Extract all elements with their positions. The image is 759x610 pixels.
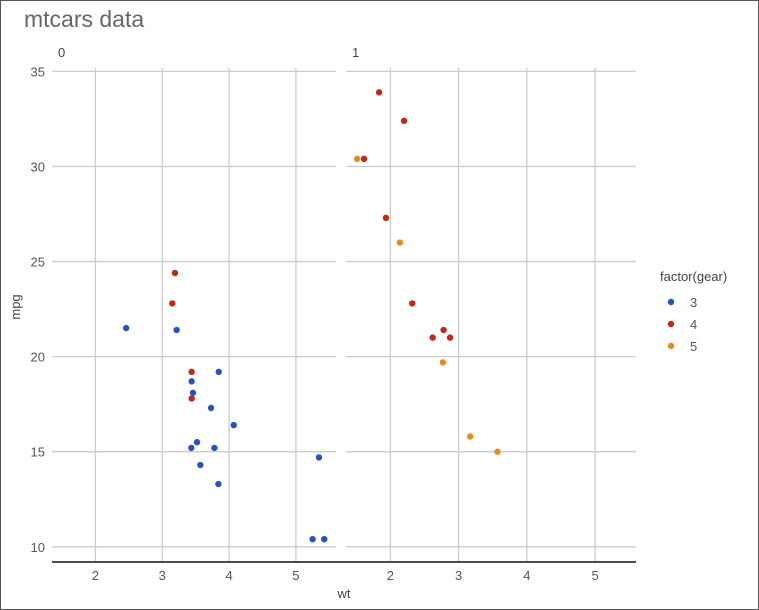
legend-title: factor(gear) (660, 269, 727, 284)
data-point-gear-3 (215, 368, 222, 376)
data-point-gear-5 (466, 433, 474, 440)
data-point-gear-4 (446, 334, 454, 341)
data-point-gear-4 (360, 155, 368, 163)
data-point-gear-3 (188, 378, 195, 385)
legend-key-5 (667, 342, 675, 350)
data-point-gear-3 (309, 535, 316, 543)
data-point-gear-3 (122, 324, 130, 332)
data-point-gear-5 (494, 448, 501, 455)
data-point-gear-4 (169, 300, 176, 307)
data-point-gear-4 (188, 395, 195, 402)
data-point-gear-4 (429, 334, 436, 341)
y-tick-label: 30 (31, 159, 45, 174)
y-tick-label: 15 (31, 445, 45, 460)
x-tick-label: 4 (523, 568, 530, 583)
data-point-gear-4 (171, 269, 179, 277)
x-tick-label: 5 (591, 568, 598, 583)
chart-title: mtcars data (24, 6, 144, 32)
data-point-gear-3 (215, 480, 222, 488)
x-tick-label: 3 (455, 568, 462, 583)
data-point-gear-3 (230, 421, 237, 429)
data-point-gear-4 (440, 326, 447, 334)
data-point-gear-4 (408, 300, 416, 307)
data-point-gear-5 (353, 155, 361, 163)
facet-panel-1: 1 2 3 4 5 (346, 45, 636, 583)
legend-label-5: 5 (690, 339, 697, 354)
x-tick-label: 2 (387, 568, 394, 583)
x-tick-label: 2 (92, 568, 99, 583)
x-tick-label: 5 (292, 568, 299, 583)
data-point-gear-3 (211, 444, 218, 452)
legend-label-4: 4 (690, 317, 697, 332)
data-point-gear-3 (207, 404, 215, 412)
x-axis-label: wt (337, 586, 351, 601)
legend: factor(gear) 3 4 5 (660, 269, 727, 354)
data-point-gear-4 (382, 214, 390, 222)
y-tick-label: 35 (31, 64, 45, 79)
facet-strip-label: 0 (58, 45, 65, 60)
legend-key-3 (667, 298, 675, 306)
data-point-gear-3 (189, 389, 197, 396)
facet-strip-label: 1 (352, 45, 359, 60)
data-point-gear-3 (197, 461, 204, 469)
data-point-gear-3 (193, 439, 201, 446)
y-tick-label: 25 (31, 255, 45, 270)
facet-panel-0: 0 2 3 4 5 (52, 45, 336, 583)
data-point-gear-4 (375, 89, 383, 96)
data-point-gear-5 (439, 359, 447, 366)
data-point-gear-3 (173, 326, 180, 334)
y-axis-label: mpg (8, 294, 23, 319)
data-point-gear-4 (188, 368, 195, 376)
data-point-gear-3 (315, 454, 323, 461)
x-tick-label: 3 (159, 568, 166, 583)
legend-key-4 (667, 320, 675, 328)
x-tick-label: 4 (225, 568, 232, 583)
y-tick-label: 20 (31, 350, 45, 365)
data-point-gear-3 (188, 444, 195, 452)
panels: 0 2 3 4 5 1 2 3 4 5 (52, 45, 636, 583)
y-tick-label: 10 (31, 540, 45, 555)
y-tick-labels: 10 15 20 25 30 35 (31, 64, 45, 554)
data-point-gear-5 (396, 239, 404, 246)
legend-label-3: 3 (690, 295, 697, 310)
data-point-gear-4 (400, 117, 408, 125)
data-point-gear-3 (321, 535, 328, 543)
